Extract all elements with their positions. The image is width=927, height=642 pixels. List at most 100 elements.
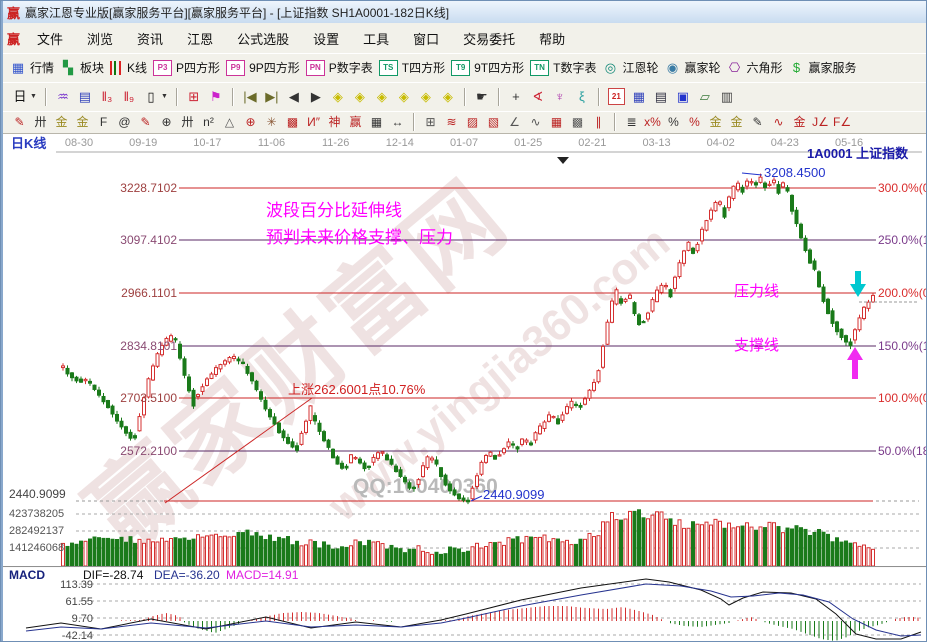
crosshair-tool-icon[interactable]: + [508,89,524,105]
ying-tool[interactable]: 赢 [347,115,364,130]
diamond-nav-2-icon[interactable]: ◈ [352,89,368,105]
zigzag-tool[interactable]: ∿ [527,115,544,130]
j-angle-tool[interactable]: J∠ [812,115,829,130]
gann-garment-icon[interactable]: ♆ [552,89,568,105]
gold-circle-tool[interactable]: 金 [707,115,724,130]
menu-formula-pick[interactable]: 公式选股 [237,31,290,47]
menu-file[interactable]: 文件 [37,31,64,47]
gold-section2-tool[interactable]: 金 [74,115,91,130]
percent-line-tool[interactable]: % [686,115,703,130]
diamond-nav-1-icon[interactable]: ◈ [330,89,346,105]
gann-wheel-button[interactable]: ◎ 江恩轮 [602,59,659,76]
menu-settings[interactable]: 设置 [313,31,340,47]
dropdown-arrow-icon[interactable]: ▼ [30,93,37,100]
circle-grid-tool[interactable]: ▩ [284,115,301,130]
diamond-nav-3-icon[interactable]: ◈ [374,89,390,105]
p-table-button[interactable]: PN P数字表 [305,59,373,76]
fan-box-tool[interactable]: ▨ [464,115,481,130]
last-page-button-glyph: ▶| [265,88,279,104]
box-grid-tool[interactable]: ⊞ [422,115,439,130]
box-grid-tool-glyph: ⊞ [425,114,436,129]
ninep-square-button[interactable]: P9 9P四方形 [226,59,300,76]
width-measure-tool[interactable]: ↔ [389,115,406,130]
red-grid-tool[interactable]: ▦ [548,115,565,130]
diamond-nav-6-icon[interactable]: ◈ [440,89,456,105]
save-icon[interactable]: ▣ [675,89,691,105]
diamond-nav-1-icon-glyph: ◈ [332,88,343,104]
hand-tool-icon[interactable]: ☛ [474,89,490,105]
f-angle-tool[interactable]: F∠ [833,115,851,130]
ninet-square-button[interactable]: T9 9T四方形 [451,59,524,76]
spiral-tool[interactable]: @ [116,115,133,130]
copy-icon[interactable]: ▱ [697,89,713,105]
percent-tool[interactable]: % [665,115,682,130]
gann-wheel-tool[interactable]: ✳ [263,115,280,130]
price-comb-tool[interactable]: 卅 [179,115,196,130]
winner-wheel-button[interactable]: ◉ 赢家轮 [664,59,721,76]
notes-icon[interactable]: ▤ [653,89,669,105]
menu-tools[interactable]: 工具 [363,31,390,47]
mind-tool-icon[interactable]: ξ [574,89,590,105]
number-grid-tool[interactable]: ▦ [368,115,385,130]
menu-help[interactable]: 帮助 [539,31,566,47]
gold-underline-tool[interactable]: 金 [791,115,808,130]
time-circle-tool[interactable]: ⊕ [158,115,175,130]
percent-x-tool[interactable]: x% [644,115,661,130]
small-chart3-icon[interactable]: ‖₃ [99,89,115,105]
p-square-button[interactable]: P3 P四方形 [153,59,220,76]
small-chart9-icon[interactable]: ‖₉ [121,89,137,105]
target-circle-tool[interactable]: ⊕ [242,115,259,130]
dropdown-arrow-icon[interactable]: ▼ [160,93,168,100]
diamond-nav-5-icon[interactable]: ◈ [418,89,434,105]
pen-tool-glyph: ✎ [14,114,25,129]
ink-pen-tool[interactable]: ✎ [749,115,766,130]
gann-fan-tool-glyph: ≋ [446,114,457,129]
last-page-button[interactable]: ▶| [264,89,280,105]
kline-button[interactable]: K线 [110,59,147,76]
gold-section-tool[interactable]: 金 [53,115,70,130]
hexagon-button[interactable]: ⎔ 六角形 [727,59,783,76]
menu-gann[interactable]: 江恩 [187,31,214,47]
t-square-button[interactable]: TS T四方形 [378,59,445,76]
winner-service-button[interactable]: $ 赢家服务 [789,59,857,76]
next-page-button[interactable]: ▶ [308,89,324,105]
diamond-nav-4-icon[interactable]: ◈ [396,89,412,105]
ratio-tool[interactable]: И″ [305,115,322,130]
first-page-button[interactable]: |◀ [242,89,258,105]
sectors-button[interactable]: ▚ 板块 [60,59,104,76]
compass-pen-tool[interactable]: ✎ [137,115,154,130]
t-table-button[interactable]: TN T数字表 [530,59,596,76]
menu-browse[interactable]: 浏览 [87,31,114,47]
calculator-icon[interactable]: ▦ [631,89,647,105]
price-scale-tool[interactable]: ≣ [623,115,640,130]
pattern-tool-icon[interactable]: ♒ [55,89,71,105]
info-report-icon[interactable]: ▤ [77,89,93,105]
pen-tool[interactable]: ✎ [11,115,28,130]
wave-percent-tool[interactable]: ∿ [770,115,787,130]
menu-trade[interactable]: 交易委托 [463,31,516,47]
flag-tool-icon[interactable]: ⚑ [208,89,224,105]
menu-window[interactable]: 窗口 [413,31,440,47]
angle-measure-icon[interactable]: ∢ [530,89,546,105]
quotes-button[interactable]: ▦ 行情 [10,59,54,76]
parallel-lines-tool[interactable]: ∥ [590,115,607,130]
shen-tool[interactable]: 神 [326,115,343,130]
gold-line-tool[interactable]: 金 [728,115,745,130]
dense-grid-tool[interactable]: ▩ [569,115,586,130]
calendar-icon[interactable]: 21 [607,88,625,105]
fan-box2-tool[interactable]: ▧ [485,115,502,130]
candle-style-button[interactable]: ▯ ▼ [143,89,168,105]
angle-line-tool[interactable]: ∠ [506,115,523,130]
kline-period-button[interactable]: 日 ▼ [12,89,37,105]
square-of-nine-tool-glyph: n² [203,114,214,129]
menu-news[interactable]: 资讯 [137,31,164,47]
prev-page-button[interactable]: ◀ [286,89,302,105]
protractor-tool[interactable]: △ [221,115,238,130]
gann-box-icon[interactable]: ⊞ [186,89,202,105]
gann-fan-tool[interactable]: ≋ [443,115,460,130]
print-icon[interactable]: ▥ [719,89,735,105]
gann-comb-tool[interactable]: 卅 [32,115,49,130]
square-of-nine-tool[interactable]: n² [200,115,217,130]
fibonacci-tool[interactable]: F [95,115,112,130]
